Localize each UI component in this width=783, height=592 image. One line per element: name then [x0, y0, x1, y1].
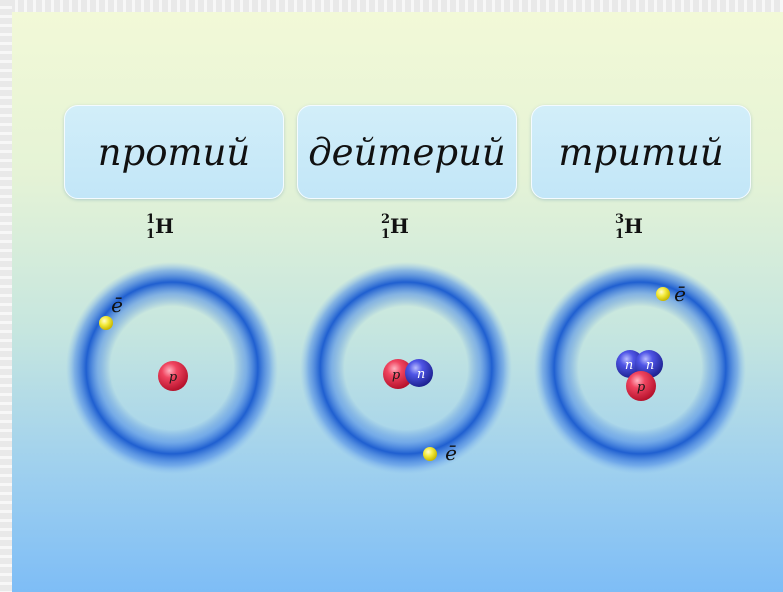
deuterium-name: дейтерий [308, 130, 506, 174]
tritium-proton-label: p [637, 380, 646, 395]
protium-formula: 1 1 H [128, 212, 188, 244]
tritium-neutron-2 [635, 350, 663, 378]
deuterium-neutron [405, 359, 433, 387]
tritium-neutron-2-label: n [646, 358, 654, 373]
deuterium-symbol: H [390, 214, 409, 238]
tritium-formula: 3 1 H [597, 212, 657, 244]
deuterium-proton [383, 359, 413, 389]
tritium-symbol: H [624, 214, 643, 238]
tritium-name-box: тритий [531, 105, 751, 199]
tritium-neutron-1-label: n [625, 358, 633, 373]
deuterium-formula: 2 1 H [363, 212, 423, 244]
protium-atom: p ē [66, 262, 278, 474]
protium-name: протий [97, 130, 251, 174]
protium-proton [158, 361, 188, 391]
protium-name-box: протий [64, 105, 284, 199]
frame-border-top [0, 0, 783, 12]
deuterium-proton-label: p [392, 368, 401, 383]
tritium-atomic-number: 1 [615, 227, 625, 242]
deuterium-name-box: дейтерий [297, 105, 517, 199]
deuterium-electron-label: ē [445, 441, 457, 465]
atom-models: p ē p n ē n n p [66, 262, 746, 474]
protium-proton-label: p [169, 370, 178, 385]
protium-atomic-number: 1 [146, 227, 156, 242]
tritium-mass-number: 3 [615, 212, 625, 227]
protium-symbol: H [155, 214, 174, 238]
protium-electron [99, 316, 113, 330]
deuterium-electron [423, 447, 437, 461]
protium-electron-label: ē [111, 293, 123, 317]
tritium-electron [656, 287, 670, 301]
tritium-atom: n n p ē [534, 262, 746, 474]
tritium-proton [626, 371, 656, 401]
frame-border-left [0, 0, 12, 592]
tritium-name: тритий [558, 130, 724, 174]
slide-canvas: протий дейтерий тритий 1 1 H 2 1 H 3 1 H [12, 12, 783, 592]
tritium-electron-label: ē [674, 282, 686, 306]
protium-mass-number: 1 [146, 212, 156, 227]
deuterium-atomic-number: 1 [381, 227, 391, 242]
deuterium-mass-number: 2 [381, 212, 391, 227]
deuterium-atom: p n ē [300, 262, 512, 474]
deuterium-neutron-label: n [417, 367, 425, 382]
